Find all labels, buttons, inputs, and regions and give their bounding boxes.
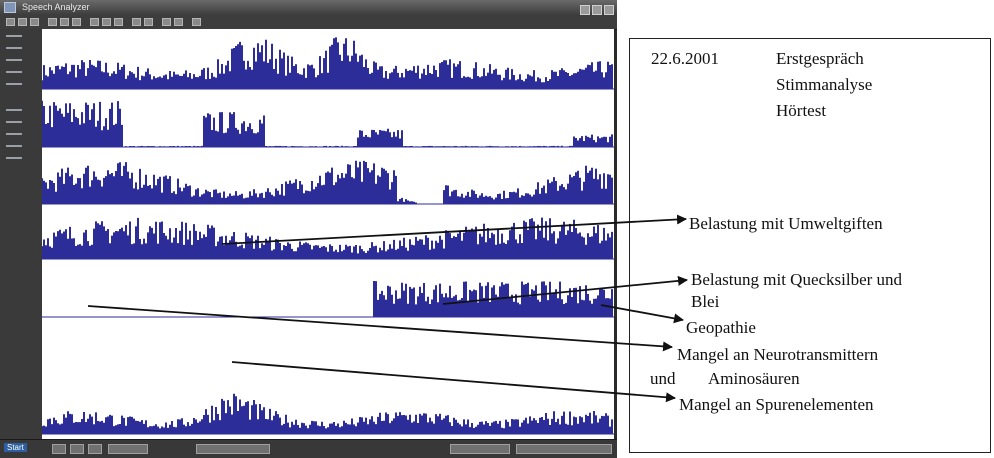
waveform-track	[42, 37, 613, 89]
ruler-tick	[6, 145, 22, 147]
window-controls	[578, 2, 614, 20]
stop-icon[interactable]	[102, 18, 111, 26]
play-icon[interactable]	[90, 18, 99, 26]
pitch-icon[interactable]	[174, 18, 183, 26]
waveform-track	[42, 100, 613, 147]
finding-label: Aminosäuren	[708, 369, 800, 388]
ruler-tick	[6, 59, 22, 61]
tray-area	[450, 444, 510, 454]
ruler-tick	[6, 83, 22, 85]
finding-label: und	[650, 369, 676, 388]
waveform-track	[42, 217, 613, 259]
session-item: Erstgespräch	[776, 49, 864, 68]
save-icon[interactable]	[30, 18, 39, 26]
maximize-icon[interactable]	[592, 5, 602, 15]
speech-analyzer-window: Speech Analyzer Start	[0, 0, 617, 458]
ruler-tick	[6, 157, 22, 159]
finding-label: Blei	[691, 292, 720, 311]
session-item: Hörtest	[776, 101, 827, 120]
window-title: Speech Analyzer	[22, 2, 90, 12]
copy-icon[interactable]	[60, 18, 69, 26]
waveform-track	[373, 281, 613, 317]
session-item: Stimmanalyse	[776, 75, 873, 94]
waveform-canvas[interactable]	[42, 29, 614, 439]
new-file-icon[interactable]	[6, 18, 15, 26]
status-bar: Start	[0, 439, 617, 458]
cut-icon[interactable]	[48, 18, 57, 26]
zoom-in-icon[interactable]	[132, 18, 141, 26]
finding-label: Belastung mit Umweltgiften	[689, 214, 883, 233]
ruler-tick	[6, 47, 22, 49]
tray-area	[516, 444, 612, 454]
toolbar	[0, 15, 617, 30]
annotation-box: 22.6.2001 Erstgespräch Stimmanalyse Hört…	[629, 38, 991, 453]
ruler-tick	[6, 121, 22, 123]
taskbar-icon[interactable]	[70, 444, 84, 454]
close-icon[interactable]	[604, 5, 614, 15]
spectral-waveform-panel[interactable]	[42, 29, 614, 439]
ruler-tick	[6, 35, 22, 37]
taskbar-window-button[interactable]	[196, 444, 270, 454]
help-icon[interactable]	[192, 18, 201, 26]
taskbar-icon[interactable]	[108, 444, 148, 454]
app-icon	[4, 2, 16, 13]
finding-label: Geopathie	[686, 318, 756, 337]
finding-label: Mangel an Spurenelementen	[679, 395, 874, 414]
taskbar-icon[interactable]	[52, 444, 66, 454]
paste-icon[interactable]	[72, 18, 81, 26]
ruler-tick	[6, 71, 22, 73]
start-button[interactable]: Start	[4, 443, 27, 452]
minimize-icon[interactable]	[580, 5, 590, 15]
session-date: 22.6.2001	[651, 49, 719, 68]
zoom-out-icon[interactable]	[144, 18, 153, 26]
ruler-tick	[6, 133, 22, 135]
open-file-icon[interactable]	[18, 18, 27, 26]
channel-ruler	[0, 29, 42, 439]
spectrum-icon[interactable]	[162, 18, 171, 26]
title-bar[interactable]: Speech Analyzer	[0, 0, 617, 15]
waveform-track	[42, 160, 613, 204]
waveform-track	[42, 393, 613, 434]
ruler-tick	[6, 109, 22, 111]
record-icon[interactable]	[114, 18, 123, 26]
finding-label: Belastung mit Quecksilber und	[691, 270, 903, 289]
finding-label: Mangel an Neurotransmittern	[677, 345, 879, 364]
taskbar-icon[interactable]	[88, 444, 102, 454]
